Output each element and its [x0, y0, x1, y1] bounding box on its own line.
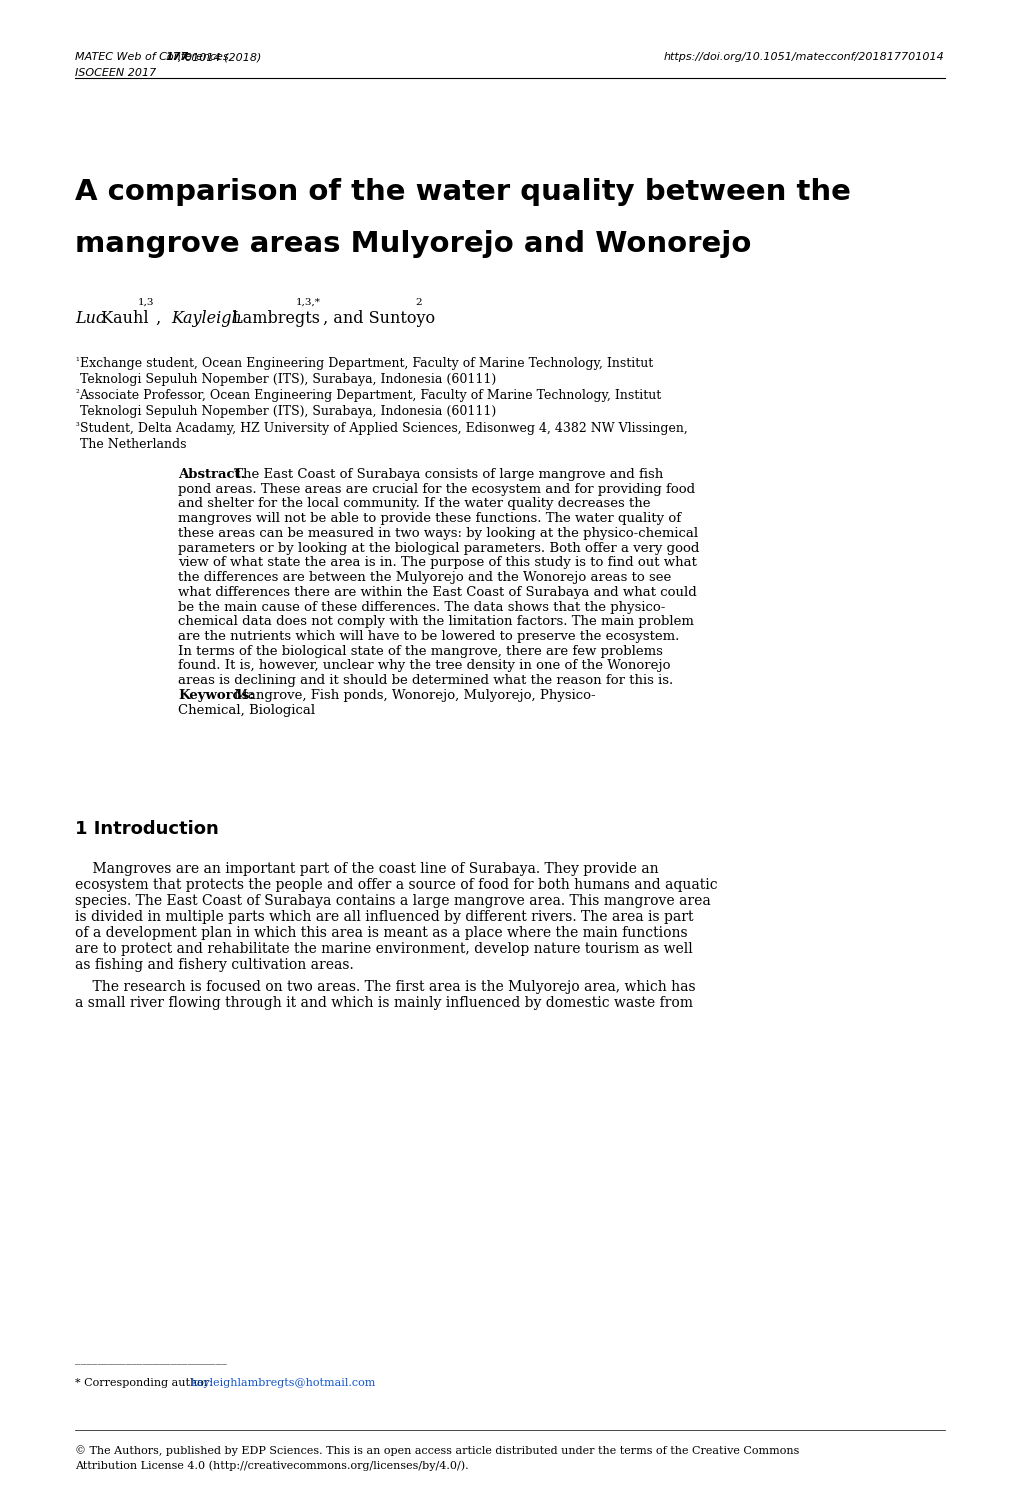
Text: * Corresponding author:: * Corresponding author: — [75, 1378, 217, 1388]
Text: Associate Professor, Ocean Engineering Department, Faculty of Marine Technology,: Associate Professor, Ocean Engineering D… — [79, 390, 661, 418]
Text: ¹: ¹ — [75, 357, 79, 366]
Text: be the main cause of these differences. The data shows that the physico-: be the main cause of these differences. … — [178, 601, 665, 613]
Text: Lambregts: Lambregts — [226, 310, 320, 327]
Text: ,: , — [151, 310, 166, 327]
Text: and shelter for the local community. If the water quality decreases the: and shelter for the local community. If … — [178, 498, 650, 511]
Text: Keywords:: Keywords: — [178, 690, 255, 702]
Text: ___________________________: ___________________________ — [75, 1355, 227, 1366]
Text: Mangroves are an important part of the coast line of Surabaya. They provide an: Mangroves are an important part of the c… — [75, 862, 658, 875]
Text: is divided in multiple parts which are all influenced by different rivers. The a: is divided in multiple parts which are a… — [75, 910, 693, 923]
Text: 1,3,*: 1,3,* — [296, 298, 321, 307]
Text: Abstract.: Abstract. — [178, 468, 246, 481]
Text: what differences there are within the East Coast of Surabaya and what could: what differences there are within the Ea… — [178, 586, 697, 598]
Text: view of what state the area is in. The purpose of this study is to find out what: view of what state the area is in. The p… — [178, 556, 697, 570]
Text: Attribution License 4.0 (http://creativecommons.org/licenses/by/4.0/).: Attribution License 4.0 (http://creative… — [75, 1460, 469, 1471]
Text: ²: ² — [75, 390, 79, 399]
Text: pond areas. These areas are crucial for the ecosystem and for providing food: pond areas. These areas are crucial for … — [178, 483, 695, 496]
Text: https://doi.org/10.1051/matecconf/201817701014: https://doi.org/10.1051/matecconf/201817… — [663, 52, 944, 61]
Text: 1 Introduction: 1 Introduction — [75, 820, 219, 838]
Text: chemical data does not comply with the limitation factors. The main problem: chemical data does not comply with the l… — [178, 615, 694, 628]
Text: are the nutrients which will have to be lowered to preserve the ecosystem.: are the nutrients which will have to be … — [178, 630, 680, 643]
Text: Chemical, Biological: Chemical, Biological — [178, 703, 315, 717]
Text: areas is declining and it should be determined what the reason for this is.: areas is declining and it should be dete… — [178, 675, 674, 687]
Text: 2: 2 — [415, 298, 421, 307]
Text: Luc: Luc — [75, 310, 105, 327]
Text: ISOCEEN 2017: ISOCEEN 2017 — [75, 67, 157, 78]
Text: In terms of the biological state of the mangrove, there are few problems: In terms of the biological state of the … — [178, 645, 662, 658]
Text: The research is focused on two areas. The first area is the Mulyorejo area, whic: The research is focused on two areas. Th… — [75, 980, 695, 994]
Text: MATEC Web of Conferences: MATEC Web of Conferences — [75, 52, 232, 61]
Text: species. The East Coast of Surabaya contains a large mangrove area. This mangrov: species. The East Coast of Surabaya cont… — [75, 893, 710, 908]
Text: parameters or by looking at the biological parameters. Both offer a very good: parameters or by looking at the biologic… — [178, 541, 699, 555]
Text: ³: ³ — [75, 423, 79, 432]
Text: 1,3: 1,3 — [138, 298, 154, 307]
Text: Exchange student, Ocean Engineering Department, Faculty of Marine Technology, In: Exchange student, Ocean Engineering Depa… — [79, 357, 652, 387]
Text: Mangrove, Fish ponds, Wonorejo, Mulyorejo, Physico-: Mangrove, Fish ponds, Wonorejo, Mulyorej… — [229, 690, 595, 702]
Text: ecosystem that protects the people and offer a source of food for both humans an: ecosystem that protects the people and o… — [75, 878, 717, 892]
Text: A comparison of the water quality between the: A comparison of the water quality betwee… — [75, 178, 851, 205]
Text: kayleighlambregts@hotmail.com: kayleighlambregts@hotmail.com — [191, 1378, 376, 1388]
Text: mangroves will not be able to provide these functions. The water quality of: mangroves will not be able to provide th… — [178, 513, 681, 525]
Text: , 01014 (2018): , 01014 (2018) — [177, 52, 261, 61]
Text: mangrove areas Mulyorejo and Wonorejo: mangrove areas Mulyorejo and Wonorejo — [75, 229, 751, 258]
Text: are to protect and rehabilitate the marine environment, develop nature tourism a: are to protect and rehabilitate the mari… — [75, 941, 693, 956]
Text: Kauhl: Kauhl — [96, 310, 149, 327]
Text: Kayleigh: Kayleigh — [171, 310, 243, 327]
Text: , and Suntoyo: , and Suntoyo — [318, 310, 435, 327]
Text: The East Coast of Surabaya consists of large mangrove and fish: The East Coast of Surabaya consists of l… — [229, 468, 662, 481]
Text: a small river flowing through it and which is mainly influenced by domestic wast: a small river flowing through it and whi… — [75, 997, 693, 1010]
Text: as fishing and fishery cultivation areas.: as fishing and fishery cultivation areas… — [75, 958, 354, 971]
Text: the differences are between the Mulyorejo and the Wonorejo areas to see: the differences are between the Mulyorej… — [178, 571, 672, 585]
Text: found. It is, however, unclear why the tree density in one of the Wonorejo: found. It is, however, unclear why the t… — [178, 660, 671, 673]
Text: Student, Delta Acadamy, HZ University of Applied Sciences, Edisonweg 4, 4382 NW : Student, Delta Acadamy, HZ University of… — [79, 423, 687, 451]
Text: these areas can be measured in two ways: by looking at the physico-chemical: these areas can be measured in two ways:… — [178, 528, 698, 540]
Text: © The Authors, published by EDP Sciences. This is an open access article distrib: © The Authors, published by EDP Sciences… — [75, 1445, 799, 1456]
Text: of a development plan in which this area is meant as a place where the main func: of a development plan in which this area… — [75, 926, 688, 940]
Text: 177: 177 — [165, 52, 189, 61]
